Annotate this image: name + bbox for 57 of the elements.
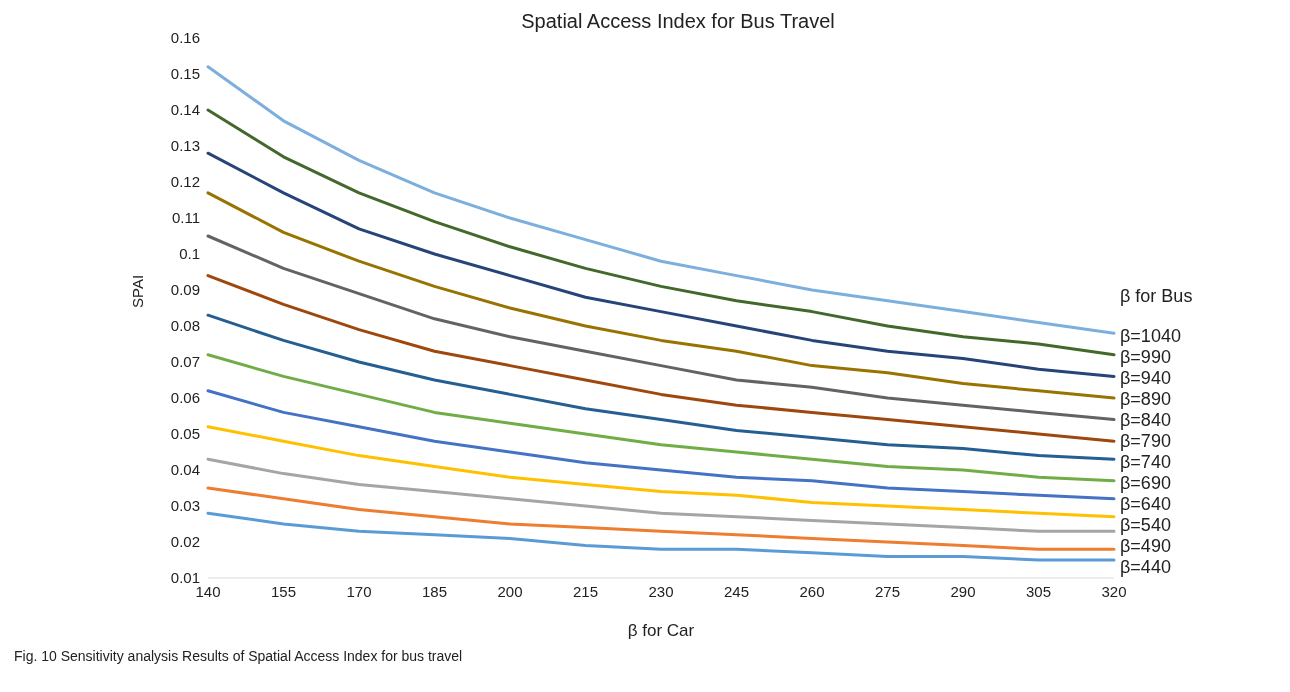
y-axis-title: SPAI (129, 274, 147, 308)
line-series (206, 313, 1116, 461)
y-tick-label: 0.03 (170, 497, 200, 515)
y-tick-label: 0.06 (170, 389, 200, 407)
legend-title: β for Bus (1120, 285, 1193, 306)
x-tick-label: 275 (874, 582, 901, 600)
y-tick-label: 0.08 (170, 317, 200, 335)
series-label: β=640 (1120, 493, 1171, 514)
x-tick-label: 305 (1025, 582, 1052, 600)
y-tick-label: 0.02 (170, 533, 200, 551)
line-series (206, 274, 1116, 443)
y-tick-label: 0.13 (170, 137, 200, 155)
line-series (206, 151, 1116, 378)
line-series (206, 353, 1116, 483)
line-series (206, 65, 1116, 335)
x-tick-label: 170 (346, 582, 372, 600)
y-tick-label: 0.12 (170, 173, 200, 191)
series-label: β=890 (1120, 388, 1171, 409)
x-tick-label: 215 (572, 582, 599, 600)
caption: Fig. 10 Sensitivity analysis Results of Spatial Access Index for bus travel (14, 648, 464, 664)
y-tick-label: 0.09 (170, 281, 200, 299)
x-tick-label: 155 (270, 582, 297, 600)
series-label: β=440 (1120, 556, 1171, 577)
y-tick-label: 0.04 (170, 461, 200, 479)
x-tick-label: 245 (723, 582, 750, 600)
line-series (206, 486, 1116, 551)
series-label: β=940 (1120, 367, 1171, 388)
series-label: β=840 (1120, 409, 1171, 430)
x-tick-label: 290 (950, 582, 976, 600)
x-tick-label: 185 (421, 582, 448, 600)
line-series (206, 191, 1116, 400)
x-axis-title: β for Car (627, 621, 695, 640)
x-tick-label: 230 (648, 582, 674, 600)
line-series (206, 425, 1116, 519)
y-tick-label: 0.14 (170, 101, 200, 119)
series-label: β=690 (1120, 472, 1171, 493)
series-label: β=790 (1120, 430, 1171, 451)
series-label: β=540 (1120, 514, 1171, 535)
x-tick-label: 320 (1101, 582, 1127, 600)
series-label: β=490 (1120, 535, 1171, 556)
y-tick-label: 0.1 (179, 245, 200, 263)
x-tick-label: 200 (497, 582, 523, 600)
series-label: β=740 (1120, 451, 1171, 472)
series-label: β=990 (1120, 346, 1171, 367)
y-tick-label: 0.16 (170, 29, 200, 47)
line-series (206, 511, 1116, 562)
y-tick-label: 0.05 (170, 425, 200, 443)
y-tick-label: 0.15 (170, 65, 200, 83)
line-series (206, 457, 1116, 533)
line-series (206, 108, 1116, 357)
y-tick-label: 0.11 (171, 209, 200, 227)
series-label: β=1040 (1120, 325, 1181, 346)
y-tick-label: 0.07 (170, 353, 200, 371)
line-series (206, 234, 1116, 422)
line-series (206, 389, 1116, 501)
chart-title: Spatial Access Index for Bus Travel (521, 10, 835, 32)
x-tick-label: 260 (799, 582, 825, 600)
